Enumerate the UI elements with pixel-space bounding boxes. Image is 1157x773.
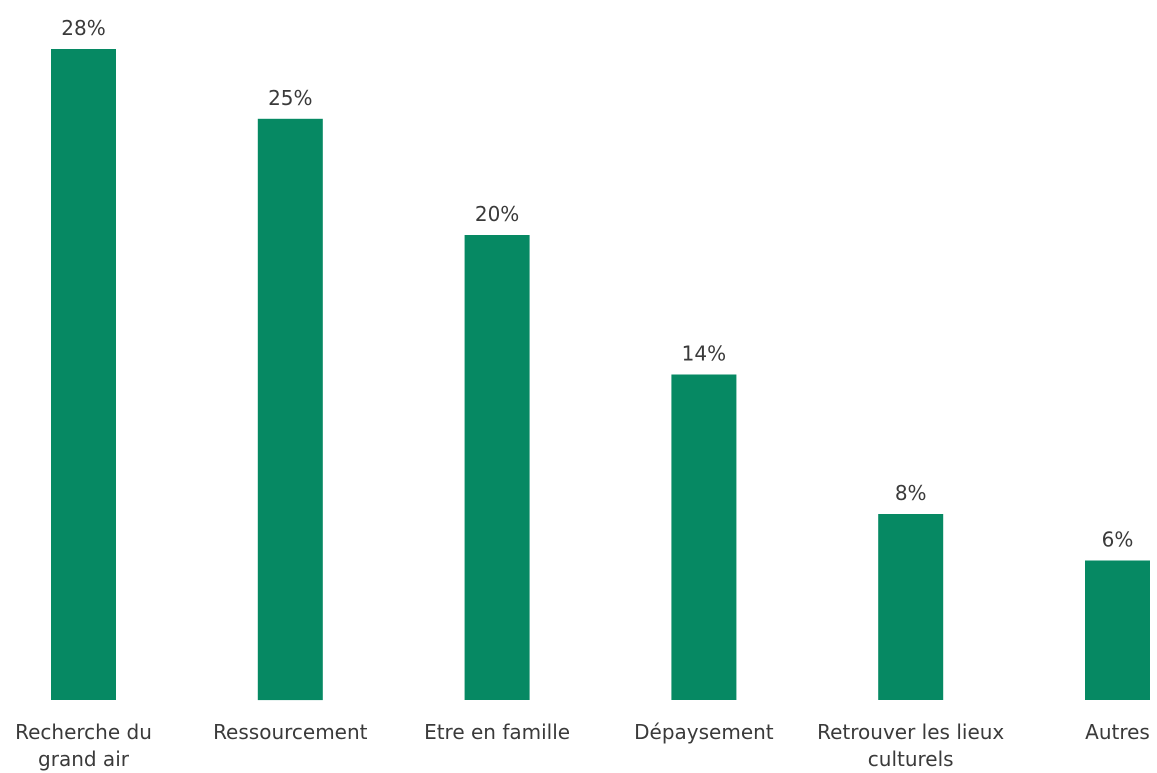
- category-label-2: Etre en famille: [424, 720, 570, 744]
- bar-1: [257, 118, 323, 701]
- bar-value-label-0: 28%: [61, 16, 105, 40]
- category-label-0: Recherche du grand air: [15, 720, 152, 771]
- category-label-line: culturels: [868, 747, 954, 771]
- bar-4: [878, 514, 944, 700]
- category-labels-layer: Recherche du grand air Ressourcement Etre e…: [15, 720, 1150, 771]
- category-label-line: grand air: [38, 747, 130, 771]
- category-label-1: Ressourcement: [213, 720, 368, 744]
- category-label-line: Etre en famille: [424, 720, 570, 744]
- bar-value-label-5: 6%: [1102, 528, 1134, 552]
- category-label-line: Dépaysement: [634, 720, 774, 744]
- category-label-line: Recherche du: [15, 720, 152, 744]
- category-label-3: Dépaysement: [634, 720, 774, 744]
- bar-5: [1085, 560, 1150, 700]
- category-label-5: Autres: [1085, 720, 1150, 744]
- category-label-line: Autres: [1085, 720, 1150, 744]
- value-labels-layer: 28% 25% 20% 14% 8% 6%: [61, 16, 1133, 552]
- bar-value-label-2: 20%: [475, 202, 519, 226]
- bar-value-label-1: 25%: [268, 86, 312, 110]
- bar-3: [671, 374, 737, 700]
- category-label-line: Retrouver les lieux: [817, 720, 1004, 744]
- bar-0: [51, 49, 116, 700]
- bar-2: [464, 235, 530, 700]
- bar-value-label-4: 8%: [895, 481, 927, 505]
- category-label-4: Retrouver les lieux culturels: [817, 720, 1004, 771]
- bars-layer: [51, 49, 1150, 701]
- bar-value-label-3: 14%: [682, 342, 726, 366]
- category-label-line: Ressourcement: [213, 720, 368, 744]
